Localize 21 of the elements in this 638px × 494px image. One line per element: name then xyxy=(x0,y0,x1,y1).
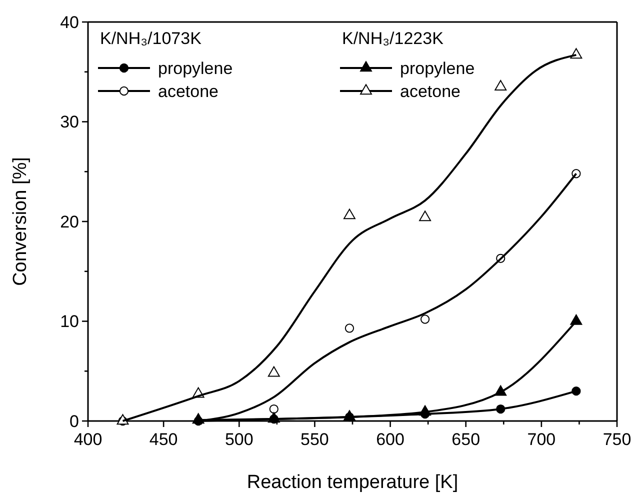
legend-label: acetone xyxy=(158,82,218,101)
x-tick-label: 550 xyxy=(300,430,329,449)
y-tick-label: 40 xyxy=(60,12,79,32)
x-tick-label: 700 xyxy=(527,430,556,449)
x-tick-label: 400 xyxy=(74,430,102,449)
x-tick-label: 650 xyxy=(452,430,480,449)
legend-label: propylene xyxy=(158,58,233,78)
x-axis-title: Reaction temperature [K] xyxy=(246,472,458,493)
x-tick-label: 450 xyxy=(149,430,178,449)
legend-label: acetone xyxy=(400,82,460,101)
legend-label: propylene xyxy=(400,58,475,78)
y-axis-title: Conversion [%] xyxy=(10,157,31,286)
annotation: K/NH₃/1223K xyxy=(342,29,444,48)
y-tick-label: 20 xyxy=(60,212,79,232)
y-tick-label: 10 xyxy=(60,312,79,332)
annotation: K/NH₃/1073K xyxy=(100,29,202,48)
x-tick-label: 750 xyxy=(602,430,632,449)
y-tick-label: 30 xyxy=(60,112,79,132)
x-tick-label: 500 xyxy=(224,430,254,449)
y-tick-label: 0 xyxy=(70,412,79,431)
x-tick-label: 600 xyxy=(376,430,404,449)
